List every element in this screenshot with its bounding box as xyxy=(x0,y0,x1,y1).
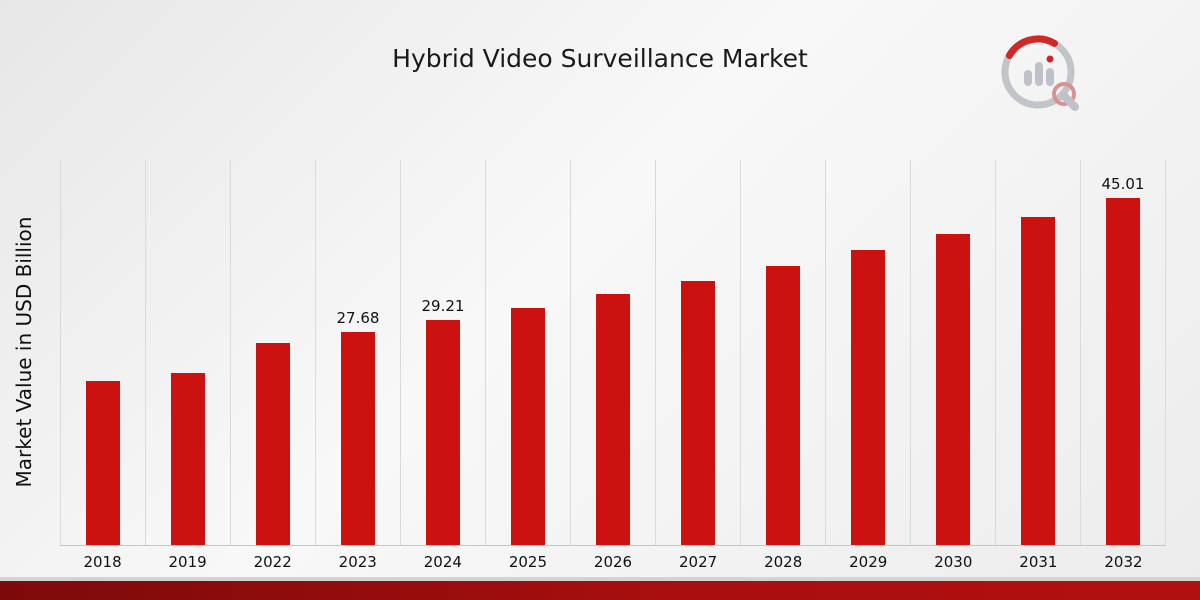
chart-column-2028 xyxy=(740,160,825,545)
x-tick-2018: 2018 xyxy=(83,553,122,571)
x-tick-2028: 2028 xyxy=(764,553,803,571)
bar-2030 xyxy=(936,233,970,545)
chart-column-2024: 29.21 xyxy=(400,160,485,545)
chart-column-2022 xyxy=(230,160,315,545)
footer-accent-bar xyxy=(0,581,1200,600)
chart-column-2027 xyxy=(655,160,740,545)
bar-value-label-2032: 45.01 xyxy=(1101,175,1145,194)
x-tick-2019: 2019 xyxy=(168,553,207,571)
chart-column-2029 xyxy=(825,160,910,545)
bar-2026 xyxy=(596,293,630,545)
chart-column-2026 xyxy=(570,160,655,545)
x-tick-2024: 2024 xyxy=(423,553,462,571)
x-tick-2025: 2025 xyxy=(508,553,548,571)
chart-column-2032: 45.01 xyxy=(1080,160,1166,545)
chart-title: Hybrid Video Surveillance Market xyxy=(392,44,808,73)
plot-area: 27.68 29.21 45.01 xyxy=(60,160,1166,546)
bar-2027 xyxy=(681,280,715,545)
bar-2025 xyxy=(511,307,545,545)
bar-2024 xyxy=(426,320,460,545)
logo-svg xyxy=(1001,35,1079,111)
x-tick-2030: 2030 xyxy=(934,553,973,571)
bar-value-label-2024: 29.21 xyxy=(421,297,465,316)
x-axis-tick-labels: 2018 2019 2022 2023 2024 2025 2026 2027 2028 2029… xyxy=(60,553,1166,571)
chart-column-2025 xyxy=(485,160,570,545)
footer-divider xyxy=(0,577,1200,581)
bars-container: 27.68 29.21 45.01 xyxy=(60,160,1166,545)
bar-2029 xyxy=(851,250,885,545)
chart-column-2023: 27.68 xyxy=(315,160,400,545)
x-tick-2023: 2023 xyxy=(338,553,377,571)
x-tick-2022: 2022 xyxy=(253,553,292,571)
bar-2018 xyxy=(86,381,120,545)
x-tick-2031: 2031 xyxy=(1019,553,1058,571)
bar-2032 xyxy=(1106,198,1140,545)
chart-column-2018 xyxy=(60,160,145,545)
bar-value-label-2023: 27.68 xyxy=(336,308,380,327)
x-tick-2026: 2026 xyxy=(593,553,633,571)
bar-2019 xyxy=(171,372,205,545)
bar-2031 xyxy=(1021,216,1055,545)
bar-2023 xyxy=(341,331,375,545)
bar-2028 xyxy=(766,265,800,545)
bar-2022 xyxy=(256,343,290,545)
y-axis-label: Market Value in USD Billion xyxy=(12,216,36,488)
x-tick-2027: 2027 xyxy=(678,553,718,571)
bar-chart-magnifier-logo-icon xyxy=(998,30,1082,114)
chart-column-2030 xyxy=(910,160,995,545)
chart-column-2031 xyxy=(995,160,1080,545)
x-tick-2029: 2029 xyxy=(849,553,888,571)
chart-column-2019 xyxy=(145,160,230,545)
x-tick-2032: 2032 xyxy=(1104,553,1143,571)
